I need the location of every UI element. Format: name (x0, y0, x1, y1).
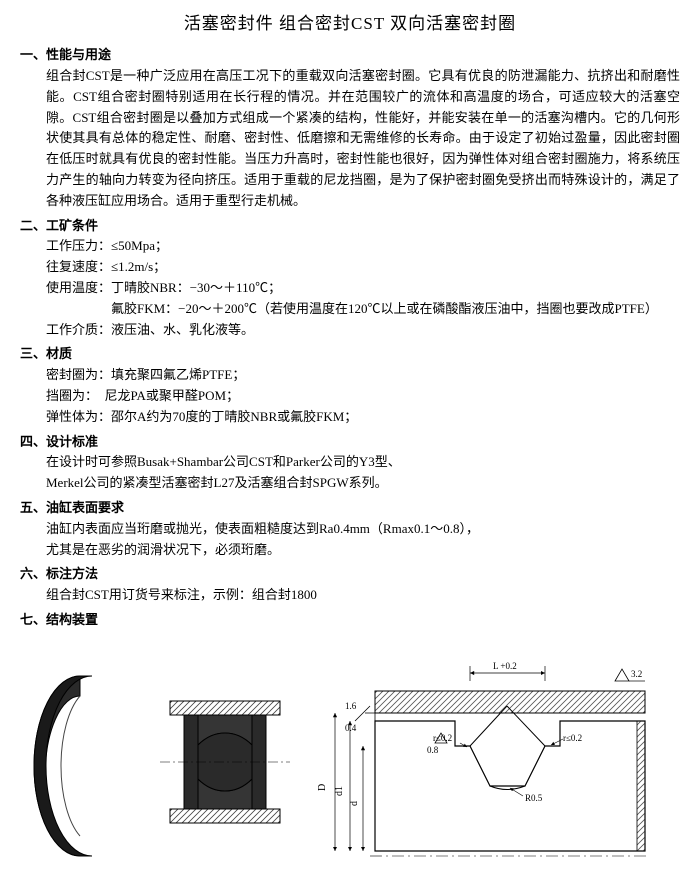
param-line: 使用温度：丁晴胶NBR：−30～＋110℃； (20, 278, 680, 299)
section-header: 五、油缸表面要求 (20, 500, 124, 515)
param-line: 密封圈为：填充聚四氟乙烯PTFE； (20, 365, 680, 386)
label-tol2: 1.6 (345, 701, 357, 711)
section-header: 三、材质 (20, 346, 72, 361)
label-d: d (349, 801, 360, 806)
param-line: 在设计时可参照Busak+Shambar公司CST和Parker公司的Y3型、 (20, 452, 680, 473)
diagram-groove-dimensions: 1.6 0.4 0.8 L +0.2 3.2 r≤0.2 r≤0.2 R0.5 (310, 651, 680, 871)
section-header: 四、设计标准 (20, 434, 98, 449)
structure-diagram-row: 1.6 0.4 0.8 L +0.2 3.2 r≤0.2 r≤0.2 R0.5 (20, 651, 680, 871)
param-line: 挡圈为： 尼龙PA或聚甲醛POM； (20, 386, 680, 407)
page-title: 活塞密封件 组合密封CST 双向活塞密封圈 (20, 10, 680, 37)
label-r2: r≤0.2 (563, 733, 582, 743)
label-tol3: 0.4 (345, 723, 357, 733)
label-L: L +0.2 (493, 661, 517, 671)
param-line: 氟胶FKM：−20～＋200℃（若使用温度在120℃以上或在磷酸酯液压油中，挡圈… (20, 299, 680, 320)
diagram-perspective-ring (20, 661, 140, 861)
section-2: 二、工矿条件工作压力：≤50Mpa；往复速度：≤1.2m/s；使用温度：丁晴胶N… (20, 216, 680, 341)
diagram-cross-section (150, 681, 300, 841)
section-header: 一、性能与用途 (20, 47, 111, 62)
section-1: 一、性能与用途组合封CST是一种广泛应用在高压工况下的重载双向活塞密封圈。它具有… (20, 45, 680, 211)
section-header: 二、工矿条件 (20, 218, 98, 233)
label-tol4: 0.8 (427, 745, 439, 755)
section-3: 三、材质密封圈为：填充聚四氟乙烯PTFE；挡圈为： 尼龙PA或聚甲醛POM；弹性… (20, 344, 680, 427)
section-header: 六、标注方法 (20, 566, 98, 581)
label-D: D (317, 783, 328, 790)
param-line: 油缸内表面应当珩磨或抛光，使表面粗糙度达到Ra0.4mm（Rmax0.1～0.8… (20, 519, 680, 540)
param-line: 工作压力：≤50Mpa； (20, 236, 680, 257)
label-R05: R0.5 (525, 793, 543, 803)
section-body: 组合封CST是一种广泛应用在高压工况下的重载双向活塞密封圈。它具有优良的防泄漏能… (20, 66, 680, 212)
param-line: 尤其是在恶劣的润滑状况下，必须珩磨。 (20, 540, 680, 561)
param-line: 组合封CST用订货号来标注，示例：组合封1800 (20, 585, 680, 606)
param-line: 工作介质：液压油、水、乳化液等。 (20, 320, 680, 341)
param-line: 弹性体为：邵尔A约为70度的丁晴胶NBR或氟胶FKM； (20, 407, 680, 428)
label-d1: d1 (334, 786, 345, 796)
section-7: 七、结构装置 (20, 610, 680, 631)
section-4: 四、设计标准在设计时可参照Busak+Shambar公司CST和Parker公司… (20, 432, 680, 494)
param-line: 往复速度：≤1.2m/s； (20, 257, 680, 278)
label-r1: r≤0.2 (433, 733, 452, 743)
param-line: Merkel公司的紧凑型活塞密封L27及活塞组合封SPGW系列。 (20, 473, 680, 494)
section-header: 七、结构装置 (20, 612, 98, 627)
label-tol1: 3.2 (631, 669, 642, 679)
section-5: 五、油缸表面要求油缸内表面应当珩磨或抛光，使表面粗糙度达到Ra0.4mm（Rma… (20, 498, 680, 560)
section-6: 六、标注方法组合封CST用订货号来标注，示例：组合封1800 (20, 564, 680, 606)
